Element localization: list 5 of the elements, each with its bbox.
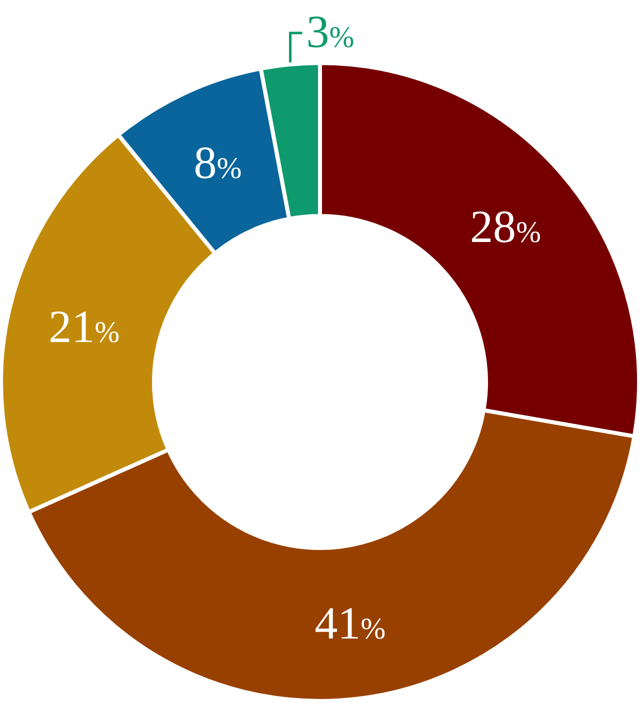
- data-label: 41%: [314, 598, 386, 649]
- data-label: 8%: [194, 137, 242, 188]
- data-label: 21%: [48, 300, 120, 352]
- data-label: 28%: [470, 200, 541, 252]
- data-label: 3%: [306, 6, 354, 57]
